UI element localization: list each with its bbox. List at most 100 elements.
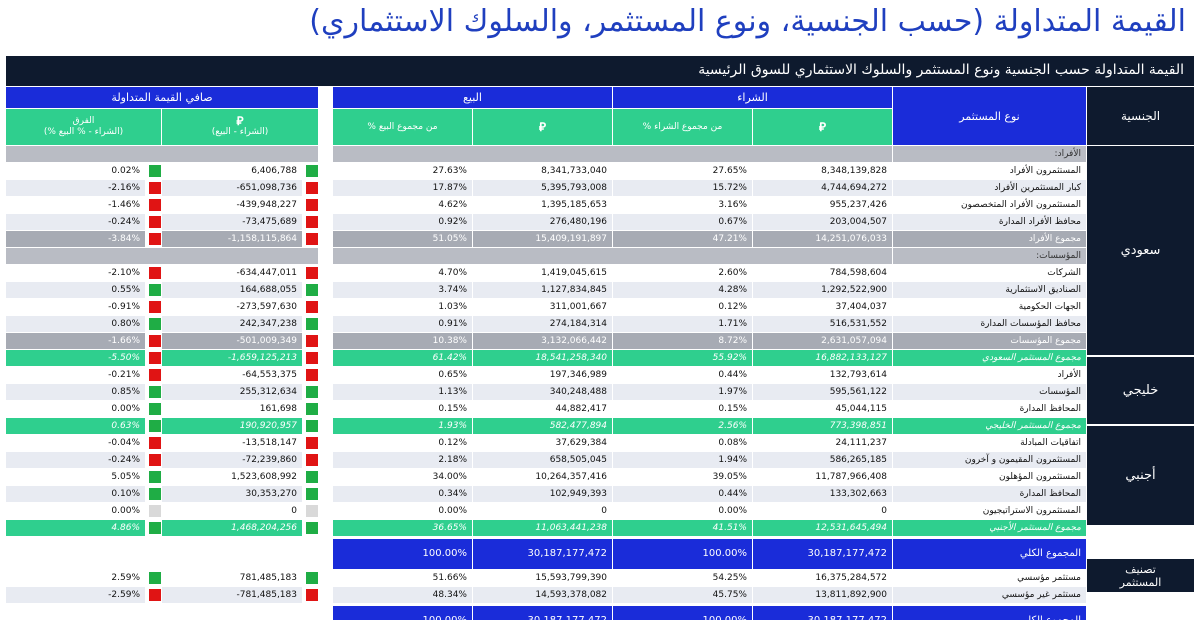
buy-value: 8,348,139,828	[753, 163, 892, 179]
header-net-diff-formula: (% الشراء - % البيع)	[43, 127, 124, 137]
sell-percent: 1.93%	[333, 418, 472, 434]
header-net-diff: الفرق (% الشراء - % البيع)	[6, 109, 161, 145]
investor-type-label: المحافظ المدارة	[893, 401, 1086, 417]
trend-indicator-icon	[149, 403, 161, 415]
table-row: المؤسسات:	[0, 248, 1200, 264]
net-value: -634,447,011	[162, 265, 302, 281]
sell-percent: 1.13%	[333, 384, 472, 400]
header-net-diff-label: الفرق	[72, 116, 95, 126]
trend-indicator-icon	[149, 233, 161, 245]
investor-type-label: المؤسسات	[893, 384, 1086, 400]
investor-type-label: اتفاقيات المبادلة	[893, 435, 1086, 451]
sell-percent: 51.66%	[333, 570, 472, 586]
net-value: -64,553,375	[162, 367, 302, 383]
sell-value: 197,346,989	[473, 367, 612, 383]
trend-indicator-icon	[149, 369, 161, 381]
table-row: الأفراد:	[0, 146, 1200, 162]
row-fill	[333, 146, 892, 162]
trend-indicator-icon	[149, 505, 161, 517]
investor-type-label: مجموع الأفراد	[893, 231, 1086, 247]
investor-type-label: مجموع المستثمر الأجنبي	[893, 520, 1086, 536]
buy-percent: 0.12%	[613, 299, 752, 315]
header-net-value: صافي القيمة المتداولة	[6, 87, 318, 108]
trend-indicator-icon	[306, 267, 318, 279]
trend-indicator-icon	[149, 301, 161, 313]
trend-indicator-icon	[149, 284, 161, 296]
table-row: مجموع المستثمر الخليجي 773,398,851 2.56% 58…	[0, 418, 1200, 434]
sell-percent: 4.62%	[333, 197, 472, 213]
net-value: 6,406,788	[162, 163, 302, 179]
buy-value: 595,561,122	[753, 384, 892, 400]
net-value: -13,518,147	[162, 435, 302, 451]
sell-value: 37,629,384	[473, 435, 612, 451]
investor-type-label: المجموع الكلي	[893, 606, 1086, 620]
buy-percent: 45.75%	[613, 587, 752, 603]
net-value: 255,312,634	[162, 384, 302, 400]
table-row: اتفاقيات المبادلة 24,111,237 0.08% 37,629,3…	[0, 435, 1200, 451]
investor-classification: تصنيف المستثمر	[1087, 558, 1194, 592]
trend-indicator-icon	[149, 352, 161, 364]
net-difference: 0.00%	[6, 401, 145, 417]
sell-value: 274,184,314	[473, 316, 612, 332]
sell-value: 3,132,066,442	[473, 333, 612, 349]
header-net-value-formula: (الشراء - البيع)	[211, 127, 269, 137]
table-row: مجموع المؤسسات 2,631,057,094 8.72% 3,132,06…	[0, 333, 1200, 349]
net-difference: 4.86%	[6, 520, 145, 536]
net-difference: -2.59%	[6, 587, 145, 603]
nationality-foreign: أجنبي	[1087, 425, 1194, 525]
sell-value: 1,419,045,615	[473, 265, 612, 281]
trend-indicator-icon	[149, 589, 161, 601]
net-difference: 5.05%	[6, 469, 145, 485]
header-investor-type: نوع المستثمر	[893, 87, 1086, 145]
net-difference: -5.50%	[6, 350, 145, 366]
sell-value: 340,248,488	[473, 384, 612, 400]
header-buy: الشراء	[613, 87, 892, 108]
table-row: المستثمرون المؤهلون 11,787,966,408 39.05% 1…	[0, 469, 1200, 485]
buy-percent: 100.00%	[613, 539, 752, 569]
net-value: 30,353,270	[162, 486, 302, 502]
sell-percent: 17.87%	[333, 180, 472, 196]
net-value: -273,597,630	[162, 299, 302, 315]
trend-indicator-icon	[306, 471, 318, 483]
net-difference: -0.21%	[6, 367, 145, 383]
investor-type-label: الصناديق الاستثمارية	[893, 282, 1086, 298]
sell-value: 15,593,799,390	[473, 570, 612, 586]
table-row: المستثمرون الاستراتيجيون 0 0.00% 0 0.00% 0 0.0…	[0, 503, 1200, 519]
buy-percent: 4.28%	[613, 282, 752, 298]
trend-indicator-icon	[306, 301, 318, 313]
buy-percent: 15.72%	[613, 180, 752, 196]
trend-indicator-icon	[306, 420, 318, 432]
table-row: الشركات 784,598,604 2.60% 1,419,045,615 4.70…	[0, 265, 1200, 281]
sell-percent: 100.00%	[333, 539, 472, 569]
table-row: مستثمر مؤسسي 16,375,284,572 54.25% 15,593,7…	[0, 570, 1200, 586]
investor-type-label: المستثمرون المؤهلون	[893, 469, 1086, 485]
trend-indicator-icon	[306, 488, 318, 500]
row-fill	[6, 248, 318, 264]
net-value: -1,158,115,864	[162, 231, 302, 247]
investor-type-label: المؤسسات:	[893, 248, 1086, 264]
net-difference: 0.10%	[6, 486, 145, 502]
trend-indicator-icon	[149, 471, 161, 483]
sell-value: 5,395,793,008	[473, 180, 612, 196]
investor-type-label: مستثمر غير مؤسسي	[893, 587, 1086, 603]
header-buy-sar-icon: ⃁	[753, 109, 892, 145]
trend-indicator-icon	[149, 182, 161, 194]
sell-percent: 1.03%	[333, 299, 472, 315]
investor-type-label: المجموع الكلي	[893, 539, 1086, 569]
sell-percent: 0.34%	[333, 486, 472, 502]
net-value: 1,468,204,256	[162, 520, 302, 536]
sell-percent: 0.15%	[333, 401, 472, 417]
net-difference: 2.59%	[6, 570, 145, 586]
investor-type-label: مجموع المؤسسات	[893, 333, 1086, 349]
table-row: المحافظ المدارة 133,302,663 0.44% 102,949,3…	[0, 486, 1200, 502]
sell-value: 18,541,258,340	[473, 350, 612, 366]
sell-value: 102,949,393	[473, 486, 612, 502]
sell-percent: 36.65%	[333, 520, 472, 536]
buy-percent: 2.56%	[613, 418, 752, 434]
buy-value: 773,398,851	[753, 418, 892, 434]
buy-value: 1,292,522,900	[753, 282, 892, 298]
buy-percent: 1.94%	[613, 452, 752, 468]
sell-value: 311,001,667	[473, 299, 612, 315]
investor-type-label: المستثمرون الاستراتيجيون	[893, 503, 1086, 519]
